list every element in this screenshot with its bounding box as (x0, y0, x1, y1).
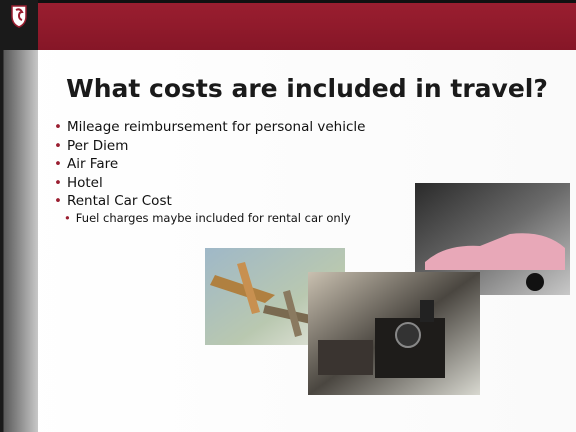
sub-bullet: Fuel charges maybe included for rental c… (54, 211, 365, 226)
logo (0, 0, 38, 50)
train-photo (308, 272, 480, 395)
bullet: Air Fare (54, 155, 365, 174)
slide-title: What costs are included in travel? (66, 74, 548, 103)
bullet: Hotel (54, 174, 365, 193)
logo-icon (11, 5, 27, 28)
bullet-list: Mileage reimbursement for personal vehic… (54, 118, 366, 226)
bullet: Rental Car Cost (54, 192, 365, 211)
left-strip (0, 0, 38, 432)
bullet: Per Diem (54, 137, 365, 156)
header-bar (38, 0, 576, 50)
bullet: Mileage reimbursement for personal vehic… (54, 118, 366, 137)
